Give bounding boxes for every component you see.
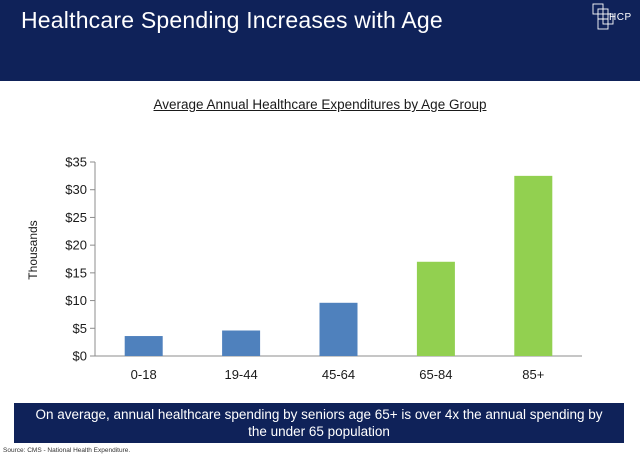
x-tick-label: 45-64 [322, 367, 355, 382]
x-tick-label: 0-18 [131, 367, 157, 382]
y-axis: $0 $5 $10 $15 $20 $25 $30 $35 [65, 155, 96, 364]
y-axis-label: Thousands [26, 220, 40, 279]
bars [124, 175, 553, 356]
logo-text: HCP [609, 12, 632, 23]
callout-text: On average, annual healthcare spending b… [35, 407, 603, 439]
y-tick-label: $35 [65, 155, 87, 170]
y-tick-label: $10 [65, 293, 87, 308]
source-note: Source: CMS - National Health Expenditur… [3, 447, 131, 454]
bar-45-64 [319, 302, 358, 356]
y-tick-label: $0 [73, 349, 87, 364]
summary-callout: On average, annual healthcare spending b… [14, 403, 624, 443]
x-tick-label: 19-44 [224, 367, 257, 382]
x-tick-label: 85+ [522, 367, 544, 382]
y-tick-label: $15 [65, 265, 87, 280]
logo-squares-icon [592, 3, 614, 30]
bar-85+ [514, 175, 553, 356]
x-tick-label: 65-84 [419, 367, 452, 382]
y-tick-label: $25 [65, 210, 87, 225]
y-tick-label: $20 [65, 238, 87, 253]
y-tick-label: $30 [65, 182, 87, 197]
bar-65-84 [416, 261, 455, 356]
bar-chart: $0 $5 $10 $15 $20 $25 $30 $35 0-18 19-44 45-64 65-… [26, 155, 582, 382]
page-title: Healthcare Spending Increases with Age [21, 7, 443, 33]
y-tick-label: $5 [73, 321, 87, 336]
hcp-logo: HCP [592, 3, 636, 31]
bar-19-44 [222, 330, 261, 356]
bar-0-18 [124, 336, 163, 356]
x-axis: 0-18 19-44 45-64 65-84 85+ [95, 355, 582, 382]
header-banner: Healthcare Spending Increases with Age H… [0, 0, 640, 81]
chart-title: Average Annual Healthcare Expenditures b… [153, 97, 487, 112]
